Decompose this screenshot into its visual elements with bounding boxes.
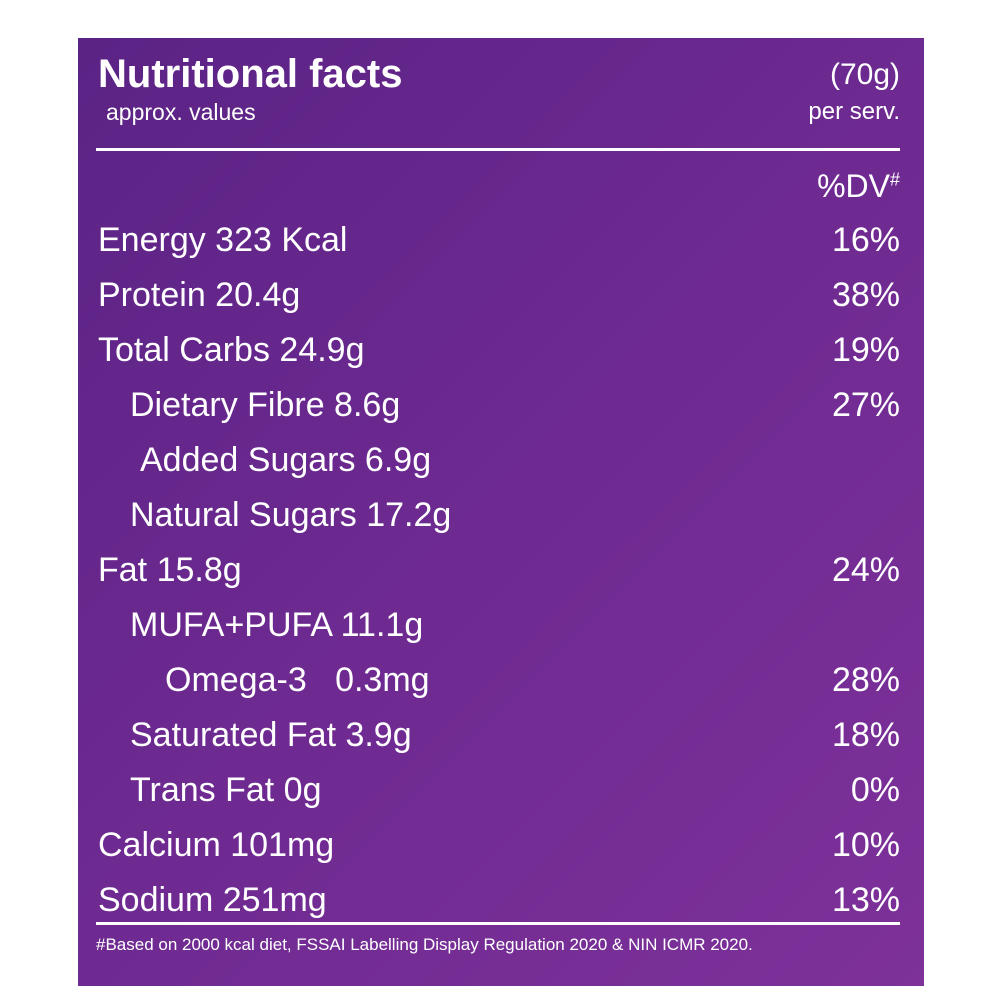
dv-marker: # [889,169,900,190]
nutrient-row: Trans Fat 0g 0% [78,771,924,826]
label-panel: Nutritional facts approx. values (70g) p… [78,38,924,986]
daily-value: 16% [831,221,900,259]
nutrient-row: Sodium 251mg 13% [78,881,924,936]
nutrient-label: Added Sugars 6.9g [140,441,432,479]
daily-value: 10% [831,826,900,864]
nutrient-row: Calcium 101mg 10% [78,826,924,881]
nutrient-row: Natural Sugars 17.2g [78,496,924,551]
serving-note: per serv. [808,98,900,125]
dv-header: %DV# [817,170,900,202]
nutrient-row: Protein 20.4g 38% [78,276,924,331]
daily-value: 38% [831,276,900,314]
nutrient-label: Sodium 251mg [98,881,327,919]
daily-value: 0% [850,771,900,809]
daily-value: 28% [831,661,900,699]
nutrient-row: Energy 323 Kcal 16% [78,221,924,276]
daily-value: 19% [831,331,900,369]
nutrient-label: Energy 323 Kcal [98,221,348,259]
daily-value: 18% [831,716,900,754]
nutrient-row: Fat 15.8g 24% [78,551,924,606]
nutrient-row: MUFA+PUFA 11.1g [78,606,924,661]
nutrient-label: Trans Fat 0g [130,771,322,809]
nutrient-label: Saturated Fat 3.9g [130,716,412,754]
daily-value: 27% [831,386,900,424]
title: Nutritional facts [98,52,403,96]
subtitle: approx. values [106,99,256,125]
nutrient-row: Added Sugars 6.9g [78,441,924,496]
nutrient-row: Omega-3 0.3mg 28% [78,661,924,716]
nutrient-label: Fat 15.8g [98,551,242,589]
nutrient-label: Omega-3 0.3mg [165,661,430,699]
nutrient-label: Protein 20.4g [98,276,301,314]
rule [96,922,900,925]
rule [96,148,900,151]
daily-value: 24% [831,551,900,589]
nutrient-label: MUFA+PUFA 11.1g [130,606,424,644]
nutrient-label: Total Carbs 24.9g [98,331,365,369]
nutrient-row: Total Carbs 24.9g 19% [78,331,924,386]
footnote: #Based on 2000 kcal diet, FSSAI Labellin… [96,935,753,954]
nutrient-label: Natural Sugars 17.2g [130,496,452,534]
nutrient-label: Dietary Fibre 8.6g [130,386,401,424]
nutrient-row: Dietary Fibre 8.6g 27% [78,386,924,441]
nutrient-row: Saturated Fat 3.9g 18% [78,716,924,771]
serving: (70g) [829,58,900,91]
nutrient-label: Calcium 101mg [98,826,335,864]
dv-header-text: %DV [817,168,890,204]
daily-value: 13% [831,881,900,919]
